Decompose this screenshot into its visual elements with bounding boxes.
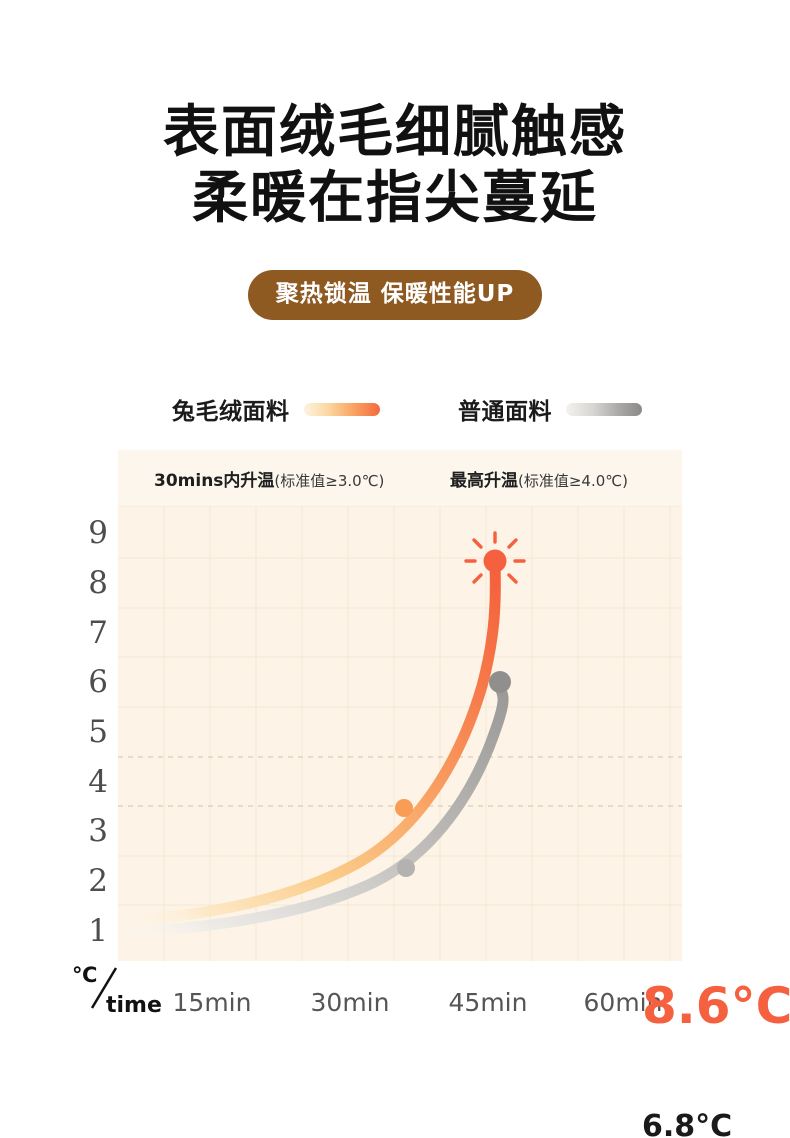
annotation-plain-peak: 6.8°C <box>642 1109 733 1138</box>
x-tick-15min: 15min <box>172 988 252 1017</box>
x-axis: 15min 30min 45min 60min <box>118 988 682 1024</box>
curve-warm-fabric <box>122 556 501 926</box>
chart-legend: 兔毛绒面料 普通面料 <box>118 392 682 426</box>
y-tick-9: 9 <box>88 515 108 551</box>
legend-swatch-warm-fabric <box>303 402 380 416</box>
headband-left-standard: (标准值≥3.0℃) <box>274 472 385 490</box>
badge-container: 聚热锁温 保暖性能UP <box>0 270 790 320</box>
y-tick-6: 6 <box>88 664 108 700</box>
y-tick-3: 3 <box>88 813 108 849</box>
y-tick-5: 5 <box>88 714 108 750</box>
feature-badge: 聚热锁温 保暖性能UP <box>247 270 543 320</box>
headband-left-main: 30mins内升温 <box>154 471 275 491</box>
y-axis: 9 8 7 6 5 4 3 2 1 <box>60 450 108 961</box>
marker-plain-peak <box>489 671 511 693</box>
x-axis-unit: time <box>106 993 162 1018</box>
headband-right-standard: (标准值≥4.0℃) <box>518 472 628 490</box>
legend-label-warm-fabric: 兔毛绒面料 <box>172 399 290 425</box>
axis-divider-slash <box>90 967 118 1009</box>
y-tick-7: 7 <box>88 615 108 651</box>
legend-item-plain-fabric: 普通面料 <box>458 392 642 426</box>
y-tick-1: 1 <box>88 913 108 949</box>
y-tick-2: 2 <box>88 863 108 899</box>
legend-item-warm-fabric: 兔毛绒面料 <box>172 392 380 426</box>
page-title-line-1: 表面绒毛细腻触感 <box>163 100 627 165</box>
marker-plain-30min <box>397 859 415 877</box>
y-tick-4: 4 <box>88 764 108 800</box>
legend-label-plain-fabric: 普通面料 <box>458 399 552 425</box>
curve-plain-fabric <box>124 676 509 938</box>
y-axis-unit: ℃ <box>72 963 98 987</box>
headband-left: 30mins内升温(标准值≥3.0℃) <box>154 466 384 491</box>
x-tick-30min: 30min <box>310 988 390 1017</box>
legend-swatch-plain-fabric <box>566 402 642 416</box>
page-title: 表面绒毛细腻触感 柔暖在指尖蔓延 <box>0 100 790 232</box>
marker-warm-30min <box>395 799 413 817</box>
x-tick-60min: 60min <box>583 988 663 1017</box>
chart-gridlines <box>118 450 682 961</box>
chart-headband: 30mins内升温(标准值≥3.0℃) 最高升温(标准值≥4.0℃) <box>118 450 682 506</box>
headband-right-main: 最高升温 <box>450 471 518 491</box>
page-title-line-2: 柔暖在指尖蔓延 <box>192 166 598 231</box>
headband-right: 最高升温(标准值≥4.0℃) <box>450 466 628 491</box>
temperature-rise-chart: 30mins内升温(标准值≥3.0℃) 最高升温(标准值≥4.0℃) <box>118 450 790 1138</box>
annotation-warm-peak: 8.6°C <box>642 977 790 1035</box>
x-tick-45min: 45min <box>448 988 528 1017</box>
y-tick-8: 8 <box>88 565 108 601</box>
chart-curves <box>122 531 526 938</box>
marker-warm-peak-sunburst <box>464 531 526 592</box>
